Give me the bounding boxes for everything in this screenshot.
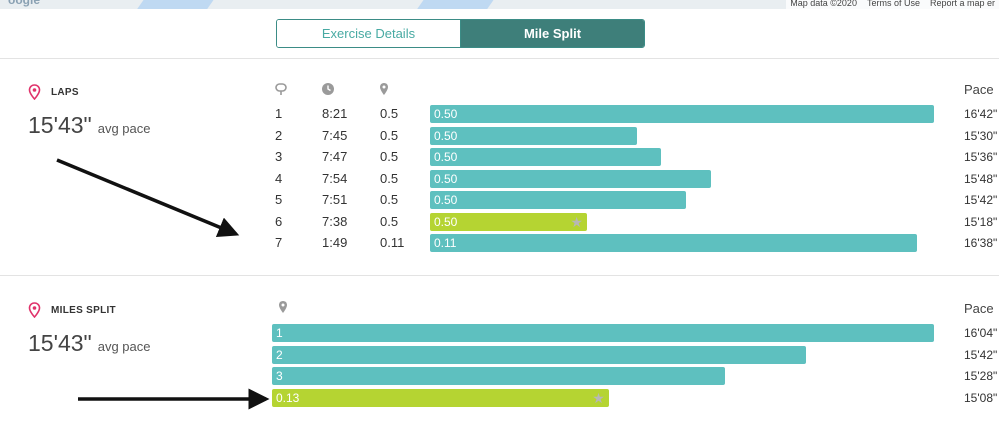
divider — [0, 58, 999, 59]
lap-distance: 0.5 — [380, 192, 399, 207]
lap-time: 7:47 — [322, 149, 348, 164]
lap-number: 1 — [275, 106, 283, 121]
terms-link[interactable]: Terms of Use — [866, 0, 920, 8]
miles-avg-pace: 15'43" avg pace — [28, 330, 151, 357]
lap-distance: 0.5 — [380, 106, 399, 121]
mile-bar: 0.13 ★ — [272, 388, 609, 407]
lap-time: 1:49 — [322, 235, 348, 250]
lap-time: 7:38 — [322, 213, 348, 229]
laps-avg-pace: 15'43" avg pace — [28, 112, 151, 139]
lap-number: 5 — [275, 192, 283, 207]
lap-time: 7:45 — [322, 127, 348, 143]
lap-bar-label: 0.11 — [434, 236, 457, 250]
distance-pin-icon — [279, 301, 287, 313]
lap-bar: 0.50 — [430, 148, 662, 166]
lap-number: 3 — [275, 149, 283, 164]
lap-bar-label: 0.50 — [434, 214, 458, 229]
mile-bar-label: 0.13 — [276, 390, 300, 405]
miles-pace-header: Pace — [964, 301, 994, 316]
map-attribution: Map data ©2020 Terms of Use Report a map… — [786, 0, 999, 9]
lap-icon — [275, 83, 287, 95]
mile-pace: 15'08" — [964, 390, 998, 405]
location-pin-icon — [28, 302, 41, 318]
lap-time: 7:54 — [322, 170, 348, 186]
lap-bar-label: 0.50 — [434, 128, 458, 143]
best-star-icon: ★ — [592, 389, 605, 406]
lap-pace: 16'38" — [964, 236, 998, 250]
lap-pace: 15'48" — [964, 171, 998, 186]
tab-exercise-details[interactable]: Exercise Details — [277, 20, 460, 47]
mile-bar: 3 — [272, 367, 725, 385]
lap-distance: 0.5 — [380, 149, 399, 164]
lap-time: 8:21 — [322, 106, 348, 121]
location-pin-icon — [28, 84, 41, 100]
mile-pace: 15'42" — [964, 347, 998, 362]
miles-header: MILES SPLIT — [28, 302, 116, 318]
lap-pace: 16'42" — [964, 107, 998, 121]
miles-avg-value: 15'43" — [28, 330, 92, 356]
laps-avg-value: 15'43" — [28, 112, 92, 138]
laps-pace-header: Pace — [964, 82, 994, 97]
laps-avg-label: avg pace — [97, 121, 151, 136]
lap-bar: 0.50 — [430, 191, 687, 209]
mile-bar: 2 — [272, 345, 807, 364]
tab-mile-split[interactable]: Mile Split — [460, 20, 644, 47]
lap-bar: 0.50 — [430, 126, 637, 145]
map-data-label: Map data ©2020 — [790, 0, 857, 8]
map-preview[interactable]: oogle Map data ©2020 Terms of Use Report… — [0, 0, 999, 9]
lap-bar-label: 0.50 — [434, 193, 458, 207]
lap-number: 4 — [275, 170, 283, 186]
lap-distance: 0.11 — [380, 235, 405, 250]
mile-pace: 16'04" — [964, 326, 998, 340]
lap-time: 7:51 — [322, 192, 348, 207]
laps-header: LAPS — [28, 84, 79, 100]
lap-bar: 0.50 — [430, 169, 711, 188]
miles-avg-label: avg pace — [97, 339, 151, 354]
arrow-to-best-lap — [56, 158, 240, 238]
lap-pace: 15'18" — [964, 214, 998, 229]
mile-bar: 1 — [272, 324, 934, 342]
mile-pace: 15'28" — [964, 369, 998, 383]
lap-pace: 15'42" — [964, 193, 998, 207]
clock-icon — [322, 83, 334, 95]
mile-bar-label: 3 — [276, 369, 283, 383]
lap-distance: 0.5 — [380, 170, 399, 186]
mile-bar-label: 2 — [276, 347, 283, 362]
best-star-icon: ★ — [570, 213, 583, 230]
map-logo: oogle — [8, 0, 40, 7]
lap-bar: 0.50 — [430, 105, 934, 123]
laps-title: LAPS — [51, 86, 79, 98]
lap-pace: 15'36" — [964, 150, 998, 164]
miles-title: MILES SPLIT — [51, 304, 116, 316]
mile-bar-label: 1 — [276, 326, 283, 340]
lap-number: 7 — [275, 235, 283, 250]
lap-distance: 0.5 — [380, 127, 399, 143]
lap-bar-label: 0.50 — [434, 150, 458, 164]
divider — [0, 275, 999, 276]
lap-bar: 0.11 — [430, 234, 918, 252]
lap-bar-label: 0.50 — [434, 107, 458, 121]
lap-pace: 15'30" — [964, 128, 998, 143]
lap-number: 6 — [275, 213, 283, 229]
lap-distance: 0.5 — [380, 213, 399, 229]
lap-bar: 0.50 ★ — [430, 212, 587, 231]
distance-pin-icon — [380, 83, 388, 95]
report-map-error-link[interactable]: Report a map er — [929, 0, 995, 8]
lap-number: 2 — [275, 127, 283, 143]
lap-bar-label: 0.50 — [434, 171, 458, 186]
view-tabs: Exercise Details Mile Split — [276, 19, 645, 48]
